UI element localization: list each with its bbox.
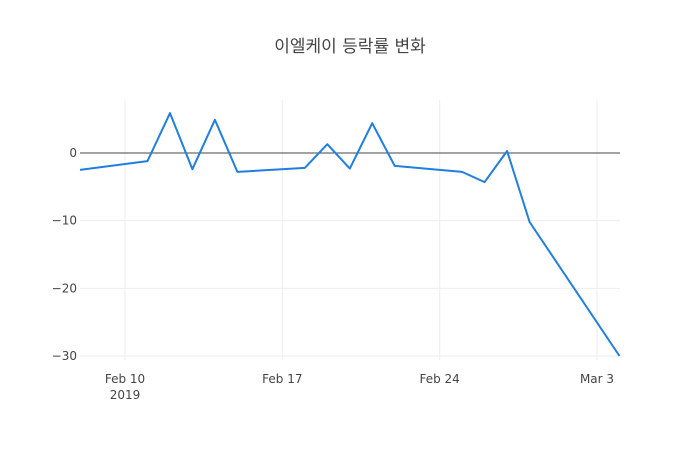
chart-title: 이엘케이 등락률 변화 (274, 37, 426, 57)
series-line (79, 112, 621, 357)
y-tick-label: −10 (52, 214, 77, 228)
x-tick-label: Feb 10 (105, 372, 145, 386)
x-tick-year-label: 2019 (110, 388, 141, 402)
x-tick-label: Mar 3 (580, 372, 614, 386)
y-axis-ticks: 0 −10 −20 −30 (52, 146, 77, 363)
y-tick-label: −20 (52, 281, 77, 295)
x-axis-ticks: Feb 10 2019 Feb 17 Feb 24 Mar 3 (105, 372, 614, 402)
x-tick-label: Feb 17 (262, 372, 302, 386)
data-line (79, 112, 621, 357)
x-tick-label: Feb 24 (419, 372, 459, 386)
y-tick-label: −30 (52, 349, 77, 363)
y-tick-label: 0 (69, 146, 77, 160)
gridlines (80, 100, 620, 360)
